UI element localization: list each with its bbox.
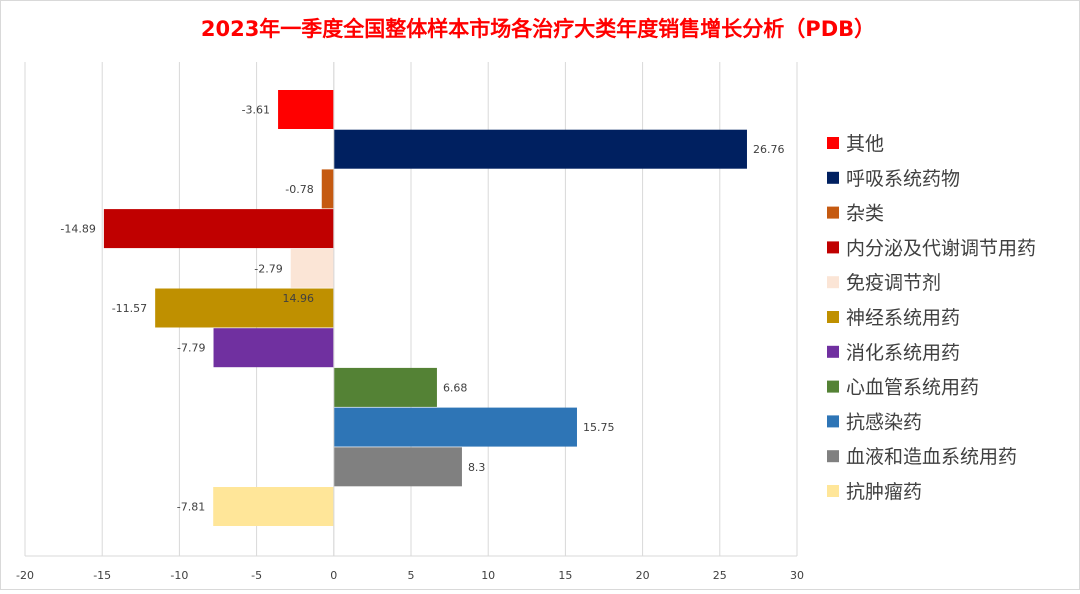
legend-label: 抗感染药 xyxy=(846,411,922,433)
data-label: -3.61 xyxy=(242,104,270,117)
x-tick-label: -10 xyxy=(170,569,188,582)
x-tick-label: 25 xyxy=(713,569,727,582)
x-tick-label: 15 xyxy=(558,569,572,582)
x-tick-label: 20 xyxy=(636,569,650,582)
legend-label: 神经系统用药 xyxy=(846,307,960,329)
data-label: -11.57 xyxy=(112,302,147,315)
legend-label: 呼吸系统药物 xyxy=(846,168,960,190)
data-label: 15.75 xyxy=(583,421,615,434)
legend-swatch xyxy=(827,171,839,184)
bar xyxy=(333,129,747,169)
bar xyxy=(333,407,577,447)
legend-swatch xyxy=(827,206,839,219)
x-tick-label: -15 xyxy=(93,569,111,582)
legend-label: 内分泌及代谢调节用药 xyxy=(846,237,1036,259)
bar xyxy=(333,367,437,407)
x-tick-label: -20 xyxy=(16,569,34,582)
chart-title: 2023年一季度全国整体样本市场各治疗大类年度销售增长分析（PDB） xyxy=(201,17,875,41)
legend-label: 消化系统用药 xyxy=(846,342,960,364)
data-label: -0.78 xyxy=(285,183,313,196)
data-label: -2.79 xyxy=(254,262,282,275)
legend-swatch xyxy=(827,137,839,149)
legend-swatch xyxy=(827,276,839,289)
legend-label: 免疫调节剂 xyxy=(846,272,941,294)
legend-label: 其他 xyxy=(846,133,884,155)
x-tick-label: 0 xyxy=(330,569,337,582)
data-labels: -3.61 26.76 -0.78 -14.89 -2.79 -11.57 -7.79 6.6… xyxy=(60,104,784,514)
legend-label: 抗肿瘤药 xyxy=(846,481,922,503)
data-label: 8.3 xyxy=(468,461,486,474)
legend-swatch xyxy=(827,345,839,358)
legend-swatch xyxy=(827,380,839,393)
data-label: -7.81 xyxy=(177,501,205,514)
legend-swatch xyxy=(827,241,839,254)
legend-swatch xyxy=(827,415,839,428)
x-tick-labels: -20 -15 -10 -5 0 5 10 15 20 25 30 xyxy=(16,569,804,582)
bar-layer xyxy=(103,62,747,556)
x-tick-label: 30 xyxy=(790,569,804,582)
legend-swatch xyxy=(827,485,839,497)
bar xyxy=(333,447,462,487)
data-label: -7.79 xyxy=(177,342,205,355)
x-tick-label: 10 xyxy=(481,569,495,582)
bar xyxy=(103,209,334,249)
data-label: 26.76 xyxy=(753,143,785,156)
x-tick-label: -5 xyxy=(251,569,262,582)
legend-swatch xyxy=(827,311,839,323)
legend-label: 心血管系统用药 xyxy=(846,377,979,399)
legend-label: 血液和造血系统用药 xyxy=(846,446,1017,468)
data-label: -14.89 xyxy=(60,223,95,236)
bar xyxy=(213,487,334,526)
bar xyxy=(278,90,334,129)
bar xyxy=(290,248,334,288)
legend-swatch xyxy=(827,450,839,463)
legend-label: 杂类 xyxy=(846,203,884,225)
bar xyxy=(321,169,334,209)
legend: 其他呼吸系统药物杂类内分泌及代谢调节用药免疫调节剂神经系统用药消化系统用药心血管… xyxy=(827,133,1036,503)
bar xyxy=(213,328,334,368)
data-label: 6.68 xyxy=(443,381,468,394)
annotation-label: 14.96 xyxy=(283,292,315,305)
bar xyxy=(155,288,334,328)
x-tick-label: 5 xyxy=(408,569,415,582)
